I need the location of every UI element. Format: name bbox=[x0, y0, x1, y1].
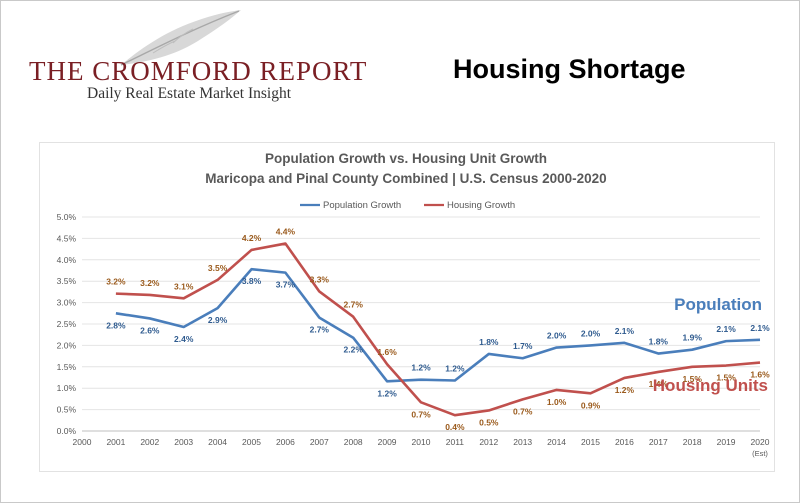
data-label: 1.9% bbox=[683, 333, 703, 343]
data-label: 1.2% bbox=[377, 388, 397, 398]
data-label: 1.2% bbox=[411, 363, 431, 373]
data-label: 1.2% bbox=[615, 385, 635, 395]
x-tick-label: 2011 bbox=[446, 437, 465, 447]
y-tick-label: 5.0% bbox=[57, 212, 77, 222]
data-label: 0.5% bbox=[479, 417, 499, 427]
data-label: 2.7% bbox=[310, 325, 330, 335]
data-label: 0.7% bbox=[411, 409, 431, 419]
chart-container: Population Growth vs. Housing Unit Growt… bbox=[39, 142, 775, 472]
x-tick-label: 2006 bbox=[276, 437, 295, 447]
x-tick-label: 2003 bbox=[174, 437, 193, 447]
data-label: 2.1% bbox=[716, 324, 736, 334]
x-tick-label: 2008 bbox=[344, 437, 363, 447]
x-tick-label: 2010 bbox=[412, 437, 431, 447]
y-tick-label: 4.5% bbox=[57, 233, 77, 243]
data-label: 2.7% bbox=[344, 300, 364, 310]
y-tick-label: 2.0% bbox=[57, 340, 77, 350]
y-tick-label: 0.0% bbox=[57, 426, 77, 436]
legend-label: Housing Growth bbox=[447, 200, 515, 211]
data-label: 1.8% bbox=[479, 337, 499, 347]
series-lines bbox=[115, 242, 761, 417]
data-label: 0.9% bbox=[581, 400, 601, 410]
data-label: 2.0% bbox=[547, 331, 567, 341]
data-label: 1.5% bbox=[716, 373, 736, 383]
data-label: 3.3% bbox=[310, 274, 330, 284]
logo-title: THE CROMFORD REPORT bbox=[29, 56, 368, 86]
chart-title: Population Growth vs. Housing Unit Growt… bbox=[265, 151, 547, 166]
y-tick-label: 1.0% bbox=[57, 383, 77, 393]
data-label: 1.2% bbox=[445, 363, 465, 373]
chart-legend: Population Growth Housing Growth bbox=[300, 200, 515, 211]
y-tick-label: 4.0% bbox=[57, 255, 77, 265]
data-label: 2.1% bbox=[750, 323, 770, 333]
x-tick-label: 2016 bbox=[615, 437, 634, 447]
x-tick-label: 2012 bbox=[479, 437, 498, 447]
data-label: 2.1% bbox=[615, 326, 635, 336]
x-tick-note: (Est) bbox=[752, 449, 768, 458]
x-tick-label: 2000 bbox=[73, 437, 92, 447]
chart-gridlines bbox=[82, 216, 760, 432]
x-tick-label: 2014 bbox=[547, 437, 566, 447]
data-label: 3.5% bbox=[208, 263, 228, 273]
x-tick-label: 2009 bbox=[378, 437, 397, 447]
data-label: 0.7% bbox=[513, 406, 533, 416]
data-label: 3.1% bbox=[174, 281, 194, 291]
x-tick-label: 2002 bbox=[140, 437, 159, 447]
data-label: 1.4% bbox=[649, 379, 669, 389]
x-axis-ticks: 2000 2001 2002 2003 2004 2005 2006 2007 2008 2009… bbox=[73, 437, 770, 458]
data-label: 4.2% bbox=[242, 233, 262, 243]
data-label: 2.4% bbox=[174, 334, 194, 344]
data-label: 2.8% bbox=[106, 320, 126, 330]
x-tick-label: 2004 bbox=[208, 437, 227, 447]
series-annotations: Population Housing Units bbox=[653, 295, 768, 395]
x-tick-label: 2015 bbox=[581, 437, 600, 447]
legend-label: Population Growth bbox=[323, 200, 401, 211]
population-annotation: Population bbox=[674, 295, 762, 314]
data-label: 4.4% bbox=[276, 227, 296, 237]
data-label: 2.9% bbox=[208, 315, 228, 325]
y-tick-label: 1.5% bbox=[57, 362, 77, 372]
housing-units-annotation: Housing Units bbox=[653, 376, 768, 395]
series-line-population bbox=[115, 267, 761, 383]
data-label: 1.6% bbox=[377, 347, 397, 357]
page-headline: Housing Shortage bbox=[453, 54, 686, 84]
data-label: 1.0% bbox=[547, 397, 567, 407]
data-label: 1.6% bbox=[750, 370, 770, 380]
y-tick-label: 3.5% bbox=[57, 276, 77, 286]
y-tick-label: 2.5% bbox=[57, 319, 77, 329]
data-label: 3.7% bbox=[276, 280, 296, 290]
chart-subtitle: Maricopa and Pinal County Combined | U.S… bbox=[205, 171, 606, 186]
x-tick-label: 2017 bbox=[649, 437, 668, 447]
data-label: 0.4% bbox=[445, 422, 465, 432]
data-label: 3.2% bbox=[106, 277, 126, 287]
data-label: 2.2% bbox=[344, 345, 364, 355]
x-tick-label: 2007 bbox=[310, 437, 329, 447]
quill-feather-icon bbox=[120, 10, 241, 66]
data-label: 1.8% bbox=[649, 337, 669, 347]
data-label: 2.6% bbox=[140, 325, 160, 335]
data-label: 3.8% bbox=[242, 276, 262, 286]
x-tick-label: 2020 bbox=[751, 437, 770, 447]
data-label: 1.5% bbox=[683, 374, 703, 384]
data-labels: 2.8% 2.6% 2.4% 2.9% 3.8% 3.7% 2.7% 2.2% 1.2% 1.2%… bbox=[106, 227, 770, 433]
x-tick-label: 2013 bbox=[513, 437, 532, 447]
x-tick-label: 2001 bbox=[106, 437, 125, 447]
data-label: 1.7% bbox=[513, 341, 533, 351]
data-label: 2.0% bbox=[581, 328, 601, 338]
x-tick-label: 2018 bbox=[683, 437, 702, 447]
x-tick-label: 2005 bbox=[242, 437, 261, 447]
x-tick-label: 2019 bbox=[717, 437, 736, 447]
data-label: 3.2% bbox=[140, 278, 160, 288]
y-axis-ticks: 0.0% 0.5% 1.0% 1.5% 2.0% 2.5% 3.0% 3.5% 4.0% 4.5%… bbox=[57, 212, 77, 436]
logo-subtitle: Daily Real Estate Market Insight bbox=[87, 85, 292, 102]
series-line-housing bbox=[115, 242, 761, 417]
y-tick-label: 3.0% bbox=[57, 298, 77, 308]
y-tick-label: 0.5% bbox=[57, 405, 77, 415]
line-chart: Population Growth vs. Housing Unit Growt… bbox=[57, 151, 771, 458]
